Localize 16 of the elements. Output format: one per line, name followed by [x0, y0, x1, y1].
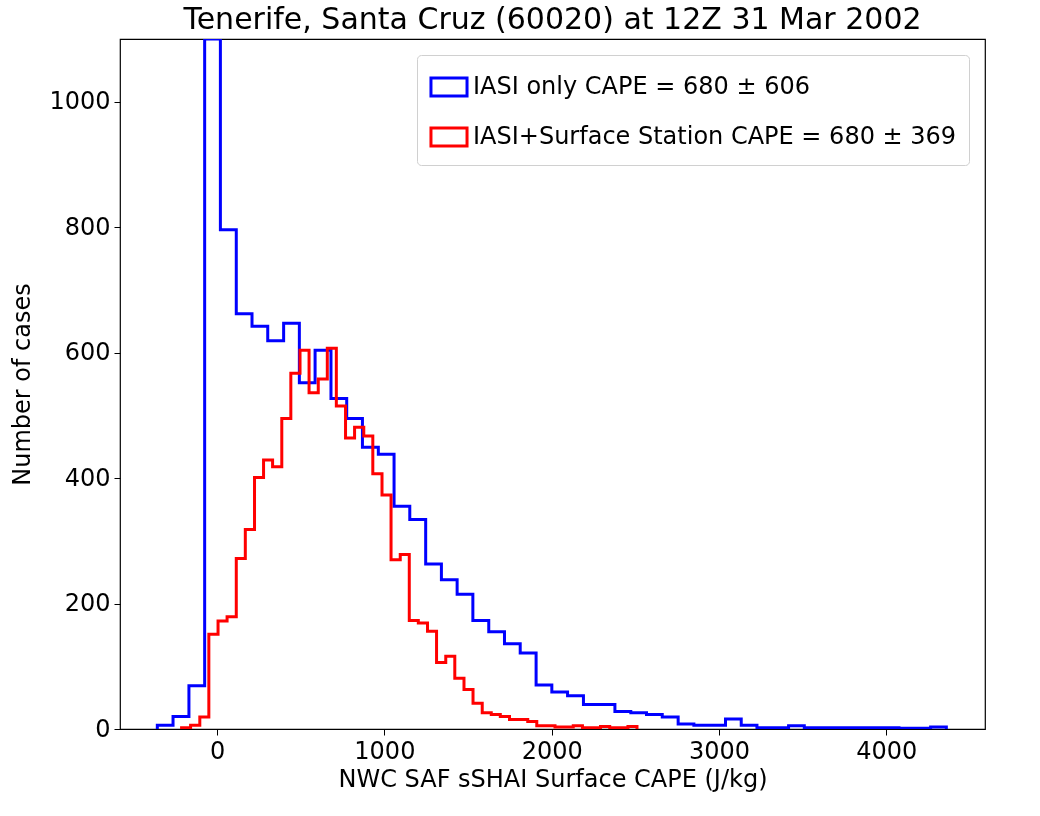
x-axis-title: NWC SAF sSHAI Surface CAPE (J/kg) [338, 764, 768, 793]
legend-label: IASI only CAPE = 680 ± 606 [473, 72, 810, 100]
legend-label: IASI+Surface Station CAPE = 680 ± 369 [473, 122, 957, 150]
x-tick-label: 2000 [521, 736, 583, 765]
x-tick-label: 3000 [688, 736, 751, 765]
y-tick-label: 600 [64, 338, 111, 367]
y-tick-label: 1000 [49, 87, 111, 116]
y-tick-label: 400 [64, 463, 111, 492]
x-tick-label: 1000 [354, 736, 416, 765]
y-tick-label: 0 [95, 714, 111, 743]
x-tick-label: 0 [209, 736, 226, 765]
x-tick-label: 4000 [856, 736, 918, 765]
y-tick-label: 800 [64, 212, 111, 241]
chart-title: Tenerife, Santa Cruz (60020) at 12Z 31 Mar 2002 [182, 1, 922, 36]
y-axis-title: Number of cases [8, 283, 37, 486]
y-tick-label: 200 [64, 589, 111, 618]
